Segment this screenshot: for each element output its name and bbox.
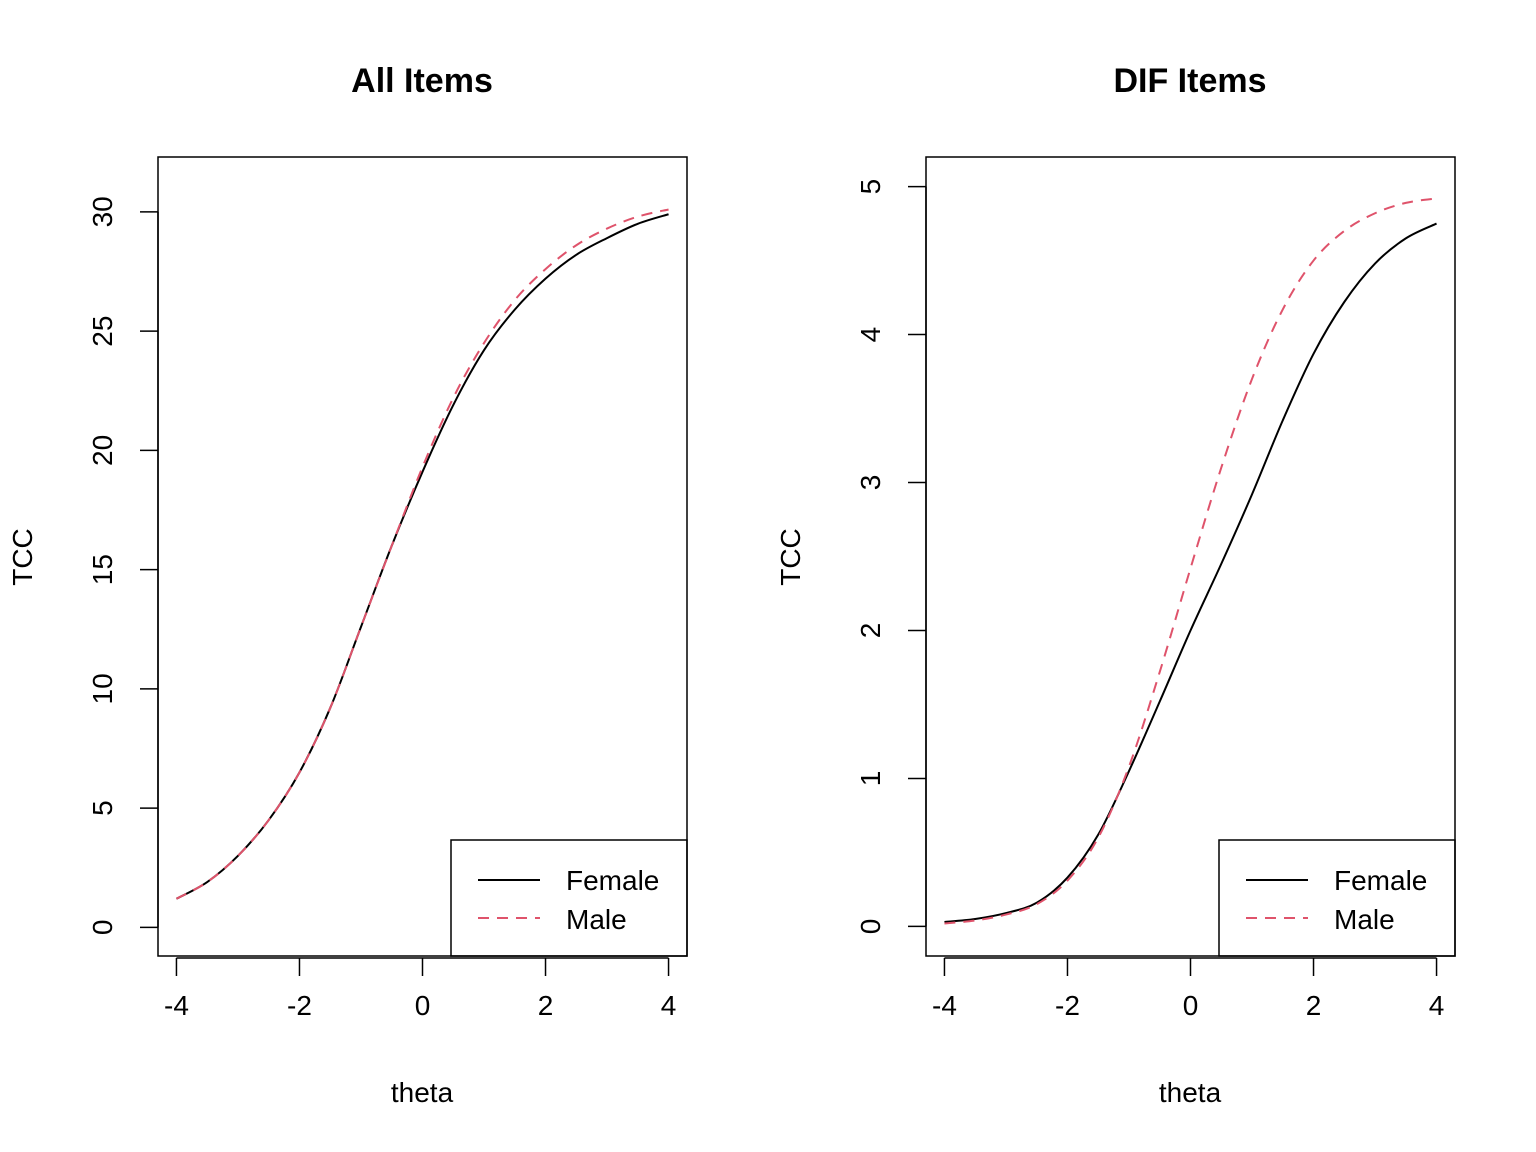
y-axis-label: TCC (7, 528, 38, 586)
y-tick-label: 2 (855, 623, 886, 639)
x-tick-label: -2 (287, 990, 312, 1021)
chart-title: All Items (351, 62, 493, 100)
series-lines (175, 208, 669, 900)
x-tick-label: -4 (164, 990, 189, 1021)
series-line-female (944, 222, 1437, 923)
series-lines (944, 197, 1437, 925)
x-tick-label: 0 (415, 990, 431, 1021)
x-axis: -4 -2 0 2 4 (932, 957, 1445, 1021)
y-tick-label: 1 (855, 771, 886, 787)
y-tick-label: 10 (87, 673, 118, 704)
panel-all-items: All Items theta TCC -4 -2 0 2 4 0 5 10 15 20 25 30… (7, 62, 688, 1108)
y-axis: 0 5 10 15 20 25 30 (87, 196, 159, 936)
x-axis-label: theta (1159, 1077, 1222, 1108)
y-tick-label: 4 (855, 327, 886, 343)
y-tick-label: 30 (87, 196, 118, 227)
y-tick-label: 0 (855, 919, 886, 935)
y-tick-label: 5 (855, 179, 886, 195)
legend-box (450, 839, 688, 957)
plot-frame (925, 156, 1456, 957)
legend-label-male: Male (1334, 904, 1395, 935)
x-tick-label: 2 (1306, 990, 1322, 1021)
legend: Female Male (1218, 839, 1456, 957)
chart-title: DIF Items (1113, 62, 1266, 100)
legend-box (1218, 839, 1456, 957)
x-tick-label: -2 (1055, 990, 1080, 1021)
x-tick-label: 2 (538, 990, 554, 1021)
y-tick-label: 5 (87, 800, 118, 816)
legend-label-female: Female (1334, 865, 1427, 896)
legend-label-female: Female (566, 865, 659, 896)
y-tick-label: 0 (87, 920, 118, 936)
y-tick-label: 3 (855, 475, 886, 491)
x-tick-label: 4 (1429, 990, 1445, 1021)
y-tick-label: 25 (87, 316, 118, 347)
y-axis-label: TCC (775, 528, 806, 586)
x-axis: -4 -2 0 2 4 (164, 957, 677, 1021)
series-line-female (175, 213, 669, 900)
x-tick-label: -4 (932, 990, 957, 1021)
legend: Female Male (450, 839, 688, 957)
y-tick-label: 20 (87, 435, 118, 466)
panel-dif-items: DIF Items theta TCC -4 -2 0 2 4 0 1 2 3 4 5 Femal… (775, 62, 1456, 1108)
x-tick-label: 0 (1183, 990, 1199, 1021)
x-tick-label: 4 (661, 990, 677, 1021)
series-line-male (175, 208, 669, 900)
plot-frame (157, 156, 688, 957)
y-tick-label: 15 (87, 554, 118, 585)
legend-label-male: Male (566, 904, 627, 935)
series-line-male (944, 197, 1437, 925)
y-axis: 0 1 2 3 4 5 (855, 179, 927, 935)
x-axis-label: theta (391, 1077, 454, 1108)
